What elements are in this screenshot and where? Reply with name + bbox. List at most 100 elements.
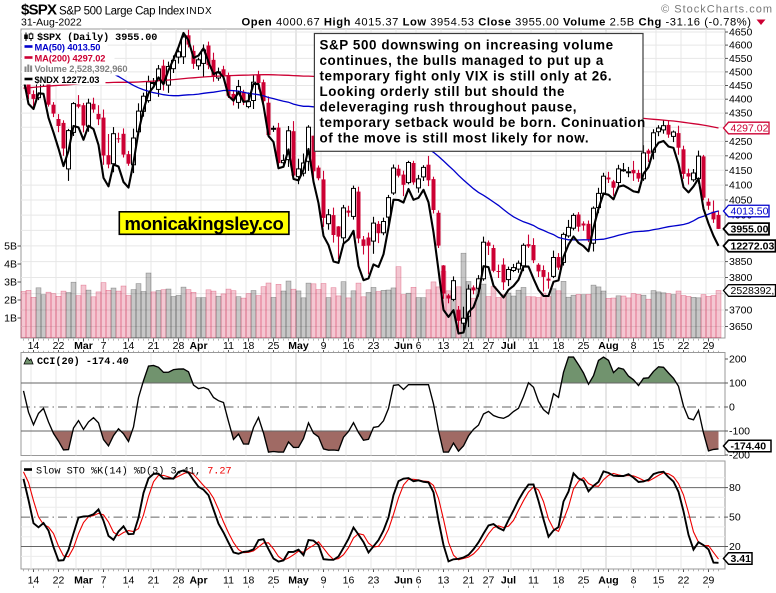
svg-text:15: 15 bbox=[653, 575, 665, 587]
svg-text:3700: 3700 bbox=[729, 305, 753, 317]
svg-text:16: 16 bbox=[343, 340, 355, 352]
svg-text:Jul: Jul bbox=[501, 340, 516, 352]
svg-text:Aug: Aug bbox=[598, 340, 618, 352]
svg-text:22: 22 bbox=[678, 575, 690, 587]
svg-text:27: 27 bbox=[483, 340, 495, 352]
svg-text:23: 23 bbox=[368, 340, 380, 352]
svg-text:3955.00: 3955.00 bbox=[731, 223, 769, 235]
svg-text:21: 21 bbox=[463, 340, 475, 352]
svg-text:7: 7 bbox=[101, 340, 107, 352]
svg-text:Jun: Jun bbox=[394, 575, 413, 587]
svg-text:S&P 500 downswing on increasin: S&P 500 downswing on increasing volume bbox=[320, 38, 614, 53]
svg-text:May: May bbox=[288, 575, 309, 587]
svg-text:100: 100 bbox=[729, 378, 747, 390]
svg-text:16: 16 bbox=[343, 575, 355, 587]
svg-text:23: 23 bbox=[368, 575, 380, 587]
svg-text:continues, the bulls managed t: continues, the bulls managed to put up a bbox=[320, 53, 604, 68]
svg-text:Aug: Aug bbox=[598, 575, 618, 587]
svg-text:CCI(20) -174.40: CCI(20) -174.40 bbox=[37, 356, 129, 368]
svg-text:monicakingsley.co: monicakingsley.co bbox=[124, 213, 283, 234]
svg-text:6: 6 bbox=[416, 575, 422, 587]
svg-text:18: 18 bbox=[243, 575, 255, 587]
svg-text:9: 9 bbox=[321, 340, 327, 352]
svg-text:29: 29 bbox=[703, 575, 715, 587]
svg-text:3B: 3B bbox=[4, 277, 17, 289]
svg-text:4100: 4100 bbox=[729, 180, 753, 192]
svg-text:9: 9 bbox=[321, 575, 327, 587]
svg-text:4B: 4B bbox=[4, 259, 17, 271]
svg-text:4350: 4350 bbox=[729, 108, 753, 120]
svg-text:MA(50) 4013.50: MA(50) 4013.50 bbox=[35, 43, 101, 53]
svg-text:3.41: 3.41 bbox=[731, 553, 752, 565]
svg-text:14: 14 bbox=[28, 340, 40, 352]
svg-text:deleveraging rush throughout p: deleveraging rush throughout pause, bbox=[320, 100, 578, 115]
svg-text:1B: 1B bbox=[4, 313, 17, 325]
svg-text:Mar: Mar bbox=[74, 575, 93, 587]
svg-text:21: 21 bbox=[463, 575, 475, 587]
svg-text:28: 28 bbox=[173, 575, 185, 587]
svg-text:50: 50 bbox=[729, 512, 741, 524]
svg-text:22: 22 bbox=[53, 575, 65, 587]
svg-text:© StockCharts.com: © StockCharts.com bbox=[661, 4, 773, 16]
svg-text:temporary fight only VIX is st: temporary fight only VIX is still only a… bbox=[320, 69, 613, 84]
svg-text:MA(200) 4297.02: MA(200) 4297.02 bbox=[35, 54, 106, 64]
svg-text:22: 22 bbox=[678, 340, 690, 352]
svg-text:$NDX 12272.03: $NDX 12272.03 bbox=[35, 75, 100, 85]
svg-text:25: 25 bbox=[578, 340, 590, 352]
svg-text:-174.40: -174.40 bbox=[731, 441, 767, 453]
svg-text:21: 21 bbox=[148, 340, 160, 352]
svg-text:11: 11 bbox=[528, 340, 539, 352]
svg-text:4013.50: 4013.50 bbox=[731, 206, 769, 218]
svg-text:4400: 4400 bbox=[729, 94, 753, 106]
svg-text:14: 14 bbox=[28, 575, 40, 587]
svg-text:4550: 4550 bbox=[729, 53, 753, 65]
svg-text:13: 13 bbox=[438, 575, 450, 587]
svg-text:Open 4000.67 High 4015.37 Low: Open 4000.67 High 4015.37 Low 3954.53 Cl… bbox=[242, 17, 752, 29]
svg-text:8: 8 bbox=[631, 340, 637, 352]
svg-text:7: 7 bbox=[101, 575, 107, 587]
svg-text:4450: 4450 bbox=[729, 80, 753, 92]
svg-text:28: 28 bbox=[173, 340, 185, 352]
svg-text:14: 14 bbox=[123, 575, 135, 587]
svg-text:25: 25 bbox=[268, 340, 280, 352]
svg-text:0: 0 bbox=[729, 402, 735, 414]
svg-text:20: 20 bbox=[729, 541, 741, 553]
svg-text:May: May bbox=[288, 340, 309, 352]
svg-text:Jul: Jul bbox=[501, 575, 516, 587]
svg-text:temporary setback would be bor: temporary setback would be born. Coninua… bbox=[320, 115, 646, 130]
svg-text:3650: 3650 bbox=[729, 321, 753, 333]
svg-text:21: 21 bbox=[148, 575, 160, 587]
svg-text:12272.03: 12272.03 bbox=[731, 240, 775, 252]
svg-text:4250: 4250 bbox=[729, 136, 753, 148]
svg-text:2B: 2B bbox=[4, 295, 17, 307]
svg-text:25: 25 bbox=[268, 575, 280, 587]
svg-text:13: 13 bbox=[438, 340, 450, 352]
svg-text:18: 18 bbox=[553, 340, 565, 352]
svg-text:4200: 4200 bbox=[729, 150, 753, 162]
svg-text:Mar: Mar bbox=[74, 340, 93, 352]
svg-text:3800: 3800 bbox=[729, 272, 753, 284]
svg-text:18: 18 bbox=[553, 575, 565, 587]
svg-text:4150: 4150 bbox=[729, 165, 753, 177]
svg-text:11: 11 bbox=[528, 575, 539, 587]
svg-text:31-Aug-2022: 31-Aug-2022 bbox=[21, 17, 82, 29]
svg-text:INDX: INDX bbox=[186, 6, 212, 17]
svg-text:3850: 3850 bbox=[729, 256, 753, 268]
svg-text:11: 11 bbox=[223, 575, 234, 587]
svg-text:Volume 2,528,392,960: Volume 2,528,392,960 bbox=[35, 64, 128, 74]
svg-text:4600: 4600 bbox=[729, 40, 753, 52]
svg-text:27: 27 bbox=[483, 575, 495, 587]
svg-text:4297.02: 4297.02 bbox=[731, 123, 769, 135]
svg-text:2528392,960: 2528392,960 bbox=[731, 285, 776, 297]
svg-text:Jun: Jun bbox=[394, 340, 413, 352]
svg-text:14: 14 bbox=[123, 340, 135, 352]
svg-text:5B: 5B bbox=[4, 241, 17, 253]
svg-text:Apr: Apr bbox=[189, 575, 207, 587]
svg-text:29: 29 bbox=[703, 340, 715, 352]
svg-text:80: 80 bbox=[729, 482, 741, 494]
svg-text:8: 8 bbox=[631, 575, 637, 587]
svg-text:Apr: Apr bbox=[189, 340, 207, 352]
svg-text:Looking orderly still but shou: Looking orderly still but should the bbox=[320, 84, 566, 99]
svg-text:Slow STO %K(14) %D(3) 3.41, 7.: Slow STO %K(14) %D(3) 3.41, 7.27 bbox=[36, 466, 232, 478]
svg-text:200: 200 bbox=[729, 354, 747, 366]
